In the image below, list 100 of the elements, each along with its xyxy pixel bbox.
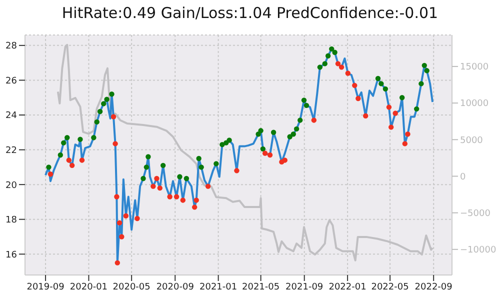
x-tick-label: 2021-01 <box>200 282 238 292</box>
point <box>48 172 54 177</box>
point <box>226 138 232 143</box>
point <box>322 61 328 66</box>
y2-tick-label: 15000 <box>460 62 489 73</box>
point <box>150 184 156 189</box>
x-tick-label: 2021-09 <box>286 282 324 292</box>
point <box>64 135 70 140</box>
point <box>196 156 202 162</box>
point <box>335 61 341 66</box>
y-tick-label: 28 <box>6 42 18 52</box>
point <box>112 141 118 146</box>
y-tick-label: 26 <box>6 76 18 86</box>
point <box>174 194 180 200</box>
point <box>144 164 150 170</box>
point <box>198 164 204 170</box>
point <box>104 96 110 102</box>
point <box>418 81 424 86</box>
point <box>262 150 268 156</box>
point <box>157 185 162 191</box>
point <box>287 134 292 140</box>
point <box>414 106 420 112</box>
y2-tick-label: 10000 <box>460 99 489 110</box>
point <box>194 198 199 203</box>
point <box>184 176 190 182</box>
point <box>78 136 83 142</box>
point <box>258 128 264 134</box>
x-tick-label: 2021-05 <box>242 282 280 292</box>
point <box>290 132 296 137</box>
y2-tick-label: −5000 <box>460 209 491 219</box>
point <box>356 96 361 102</box>
y-tick-label: 22 <box>6 146 17 156</box>
point <box>214 161 219 166</box>
x-tick-label: 2020-05 <box>112 282 150 292</box>
point <box>352 82 358 88</box>
point <box>94 119 100 125</box>
point <box>332 50 338 55</box>
x-tick-label: 2022-01 <box>328 282 366 292</box>
point <box>177 174 182 180</box>
point <box>378 81 384 86</box>
point <box>140 176 146 182</box>
point <box>267 152 273 158</box>
point <box>154 176 160 182</box>
point <box>311 118 317 123</box>
point <box>109 92 114 97</box>
point <box>192 204 198 210</box>
point <box>79 158 85 163</box>
point <box>119 234 124 240</box>
point <box>422 62 427 68</box>
point <box>116 220 122 226</box>
x-tick-label: 2020-01 <box>70 282 108 292</box>
point <box>66 158 72 163</box>
point <box>114 194 120 200</box>
point <box>363 113 368 118</box>
point <box>46 164 52 170</box>
y2-tick-label: −10000 <box>460 246 496 256</box>
point <box>405 132 410 137</box>
point <box>338 64 344 70</box>
point <box>91 135 96 140</box>
y-tick-label: 16 <box>6 250 18 260</box>
point <box>375 76 381 82</box>
point <box>329 46 334 52</box>
point <box>160 162 166 168</box>
point <box>123 213 129 218</box>
x-tick-label: 2022-09 <box>414 282 453 292</box>
point <box>114 260 120 266</box>
point <box>180 198 186 203</box>
point <box>399 95 405 100</box>
y2-tick-label: 5000 <box>460 136 484 146</box>
y-tick-label: 18 <box>6 216 18 226</box>
point <box>386 104 392 110</box>
x-tick-label: 2022-05 <box>371 282 409 292</box>
point <box>294 126 300 132</box>
point <box>317 64 323 70</box>
point <box>298 118 303 123</box>
point <box>205 184 211 189</box>
y2-tick-label: 0 <box>460 172 466 182</box>
point <box>345 70 351 76</box>
y-tick-label: 24 <box>6 111 18 122</box>
point <box>301 98 307 103</box>
point <box>424 68 430 74</box>
point <box>234 168 240 174</box>
point <box>282 158 288 163</box>
point <box>392 110 398 116</box>
point <box>382 86 388 92</box>
point <box>270 130 276 135</box>
point <box>146 154 151 160</box>
x-tick-label: 2019-09 <box>26 282 65 292</box>
y-tick-label: 20 <box>6 180 18 191</box>
x-tick-label: 2020-09 <box>156 282 194 292</box>
point <box>388 124 394 130</box>
point <box>134 216 140 222</box>
point <box>402 141 408 146</box>
point <box>101 101 106 106</box>
point <box>260 146 266 152</box>
point <box>69 162 75 168</box>
point <box>167 194 172 200</box>
point <box>58 152 64 158</box>
point <box>325 53 331 58</box>
point <box>97 108 103 114</box>
